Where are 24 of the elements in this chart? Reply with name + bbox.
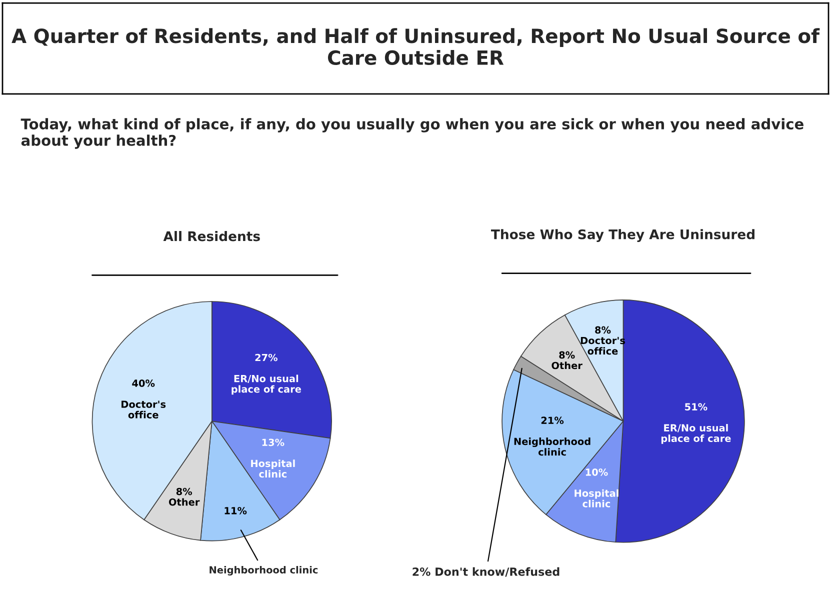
data-label: 8% bbox=[559, 351, 575, 359]
chart-title: Those Who Say They Are Uninsured bbox=[491, 229, 754, 242]
chart-title: All Residents bbox=[163, 231, 260, 242]
slice-label: Other bbox=[168, 498, 200, 506]
data-label: 10% bbox=[586, 468, 608, 476]
slice-label: Other bbox=[552, 362, 582, 370]
data-label: 8% bbox=[176, 488, 192, 496]
slice-label: Hospital clinic bbox=[574, 489, 618, 508]
slice-label: Neighborhood clinic bbox=[210, 566, 318, 576]
slice-label: ER/No usual place of care bbox=[232, 374, 301, 395]
slice-label: Neighborhood clinic bbox=[514, 438, 590, 456]
data-label: 21% bbox=[541, 416, 564, 424]
text: A Quarter of Residents, and Half of Uninsured, Report No Usual Source of Care Outside ER bbox=[12, 28, 820, 66]
slice-label: Doctor's office bbox=[122, 400, 166, 418]
data-label: 27% bbox=[255, 354, 278, 362]
data-label: 40% bbox=[132, 380, 155, 387]
text: Today, what kind of place, if any, do you usually go when you are sick or when you need advice about your health? bbox=[20, 118, 804, 149]
data-label: 13% bbox=[262, 438, 284, 446]
data-label: 8% bbox=[595, 326, 611, 334]
slice-label: Hospital clinic bbox=[251, 460, 295, 478]
slice-label: 2% Don't know/Refused bbox=[412, 567, 560, 577]
slice-label: ER/No usual place of care bbox=[661, 424, 731, 444]
data-label: 11% bbox=[224, 506, 247, 514]
data-label: 51% bbox=[685, 403, 708, 410]
